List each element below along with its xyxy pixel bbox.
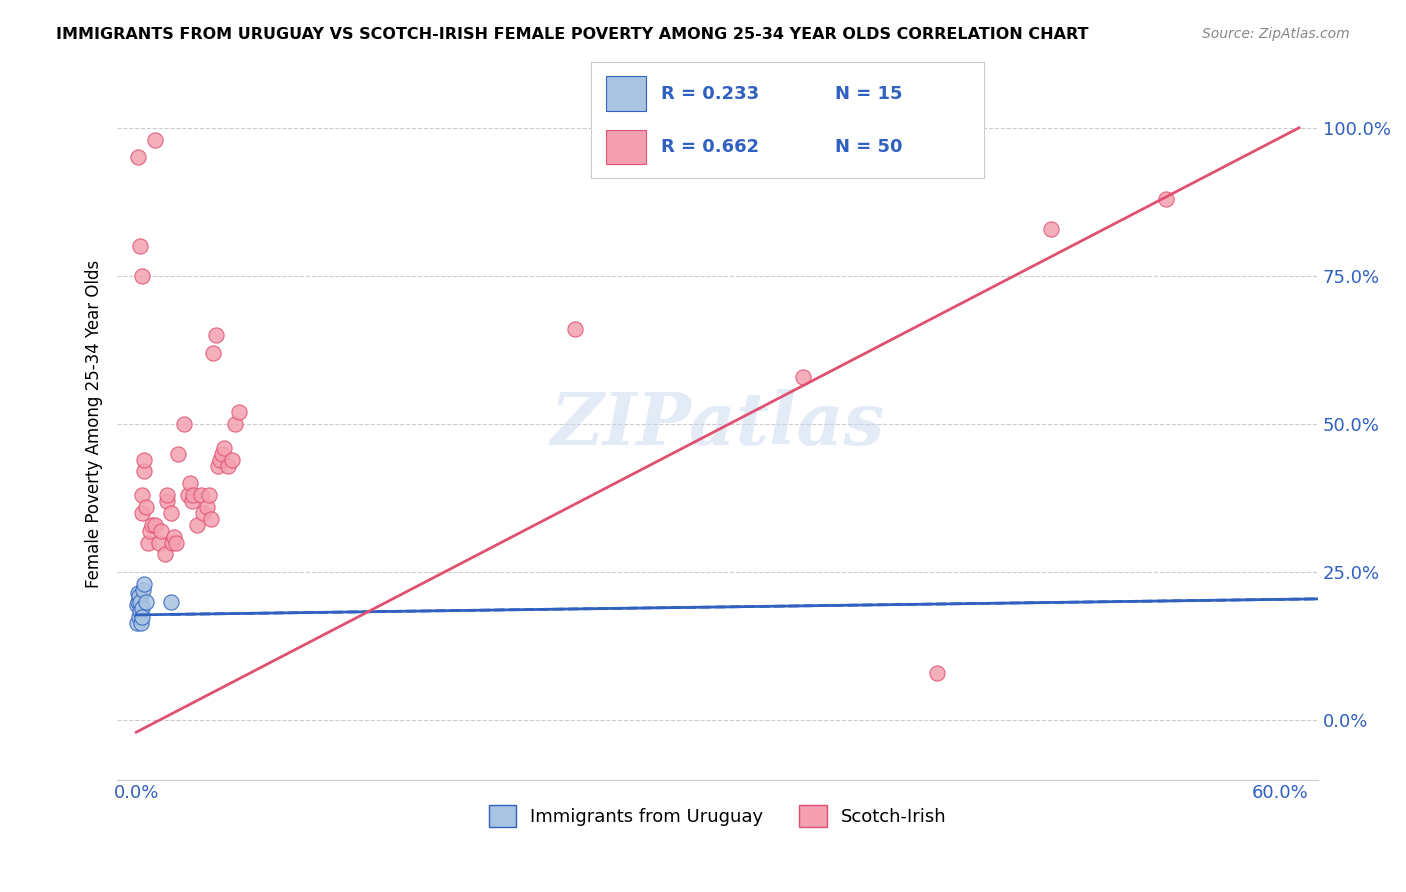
Point <box>180 494 202 508</box>
Point <box>153 548 176 562</box>
Point <box>217 458 239 473</box>
Point <box>177 488 200 502</box>
Text: IMMIGRANTS FROM URUGUAY VS SCOTCH-IRISH FEMALE POVERTY AMONG 25-34 YEAR OLDS COR: IMMIGRANTS FROM URUGUAY VS SCOTCH-IRISH … <box>56 27 1088 42</box>
Point <box>132 465 155 479</box>
Point <box>148 535 170 549</box>
Point <box>136 535 159 549</box>
Point <box>201 346 224 360</box>
Y-axis label: Female Poverty Among 25-34 Year Olds: Female Poverty Among 25-34 Year Olds <box>86 260 103 588</box>
Point <box>564 322 586 336</box>
Text: N = 50: N = 50 <box>835 138 903 156</box>
Point <box>200 512 222 526</box>
Point <box>129 589 152 603</box>
Point <box>132 452 155 467</box>
Point <box>163 530 186 544</box>
Point <box>1040 221 1063 235</box>
Bar <box>606 77 645 112</box>
Point <box>141 517 163 532</box>
Text: R = 0.662: R = 0.662 <box>661 138 759 156</box>
Point <box>131 609 153 624</box>
Point <box>159 506 181 520</box>
Point <box>195 500 218 514</box>
Point <box>228 405 250 419</box>
Text: ZIPatlas: ZIPatlas <box>551 389 884 459</box>
Point <box>156 488 179 502</box>
Bar <box>606 129 645 164</box>
Point <box>129 615 152 630</box>
Point <box>135 595 157 609</box>
Point <box>925 665 948 680</box>
Point <box>143 133 166 147</box>
Point <box>131 488 153 502</box>
Point <box>131 600 153 615</box>
Text: Source: ZipAtlas.com: Source: ZipAtlas.com <box>1202 27 1350 41</box>
Point <box>127 595 149 609</box>
Point <box>183 488 205 502</box>
Point <box>224 417 246 431</box>
Point <box>173 417 195 431</box>
Point <box>135 500 157 514</box>
Point <box>205 328 228 343</box>
Point <box>221 452 243 467</box>
Point <box>190 488 212 502</box>
Point <box>127 150 149 164</box>
Point <box>150 524 173 538</box>
Point <box>138 524 160 538</box>
Point <box>156 494 179 508</box>
Point <box>197 488 219 502</box>
Point <box>1154 192 1177 206</box>
Text: R = 0.233: R = 0.233 <box>661 85 759 103</box>
Point <box>128 609 150 624</box>
Point <box>131 506 153 520</box>
Point <box>129 595 152 609</box>
Text: N = 15: N = 15 <box>835 85 903 103</box>
Point <box>211 447 233 461</box>
Point <box>125 615 148 630</box>
Point <box>212 441 235 455</box>
Point <box>132 582 155 597</box>
Point <box>167 447 190 461</box>
Point <box>128 604 150 618</box>
Point <box>127 598 149 612</box>
Point <box>186 517 208 532</box>
Point <box>129 239 152 253</box>
Point <box>165 535 187 549</box>
Point <box>131 268 153 283</box>
Point <box>792 369 814 384</box>
Legend: Immigrants from Uruguay, Scotch-Irish: Immigrants from Uruguay, Scotch-Irish <box>481 798 953 835</box>
Point <box>128 589 150 603</box>
Point <box>209 452 232 467</box>
Point <box>132 577 155 591</box>
Point <box>159 595 181 609</box>
Point <box>143 517 166 532</box>
Point <box>127 586 149 600</box>
Point <box>162 535 184 549</box>
Point <box>191 506 214 520</box>
Point <box>207 458 229 473</box>
Point <box>179 476 201 491</box>
